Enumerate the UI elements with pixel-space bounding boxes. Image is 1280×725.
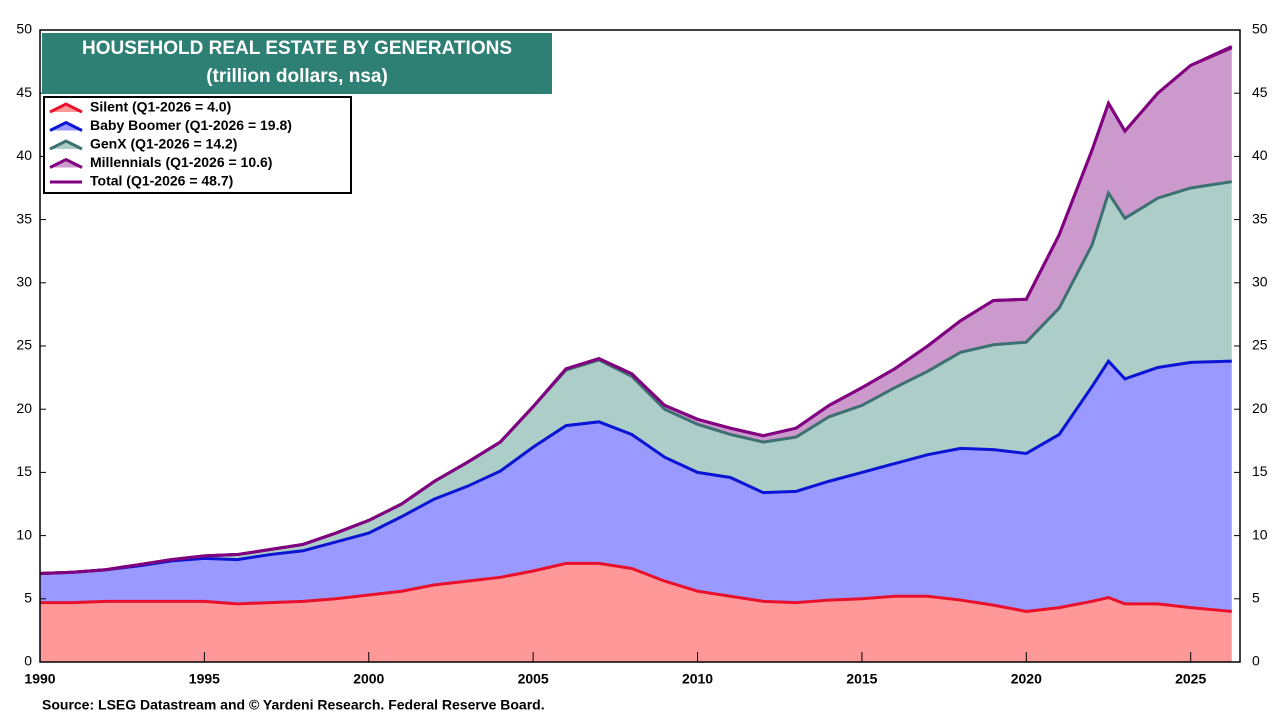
legend-label: Total (Q1-2026 = 48.7) (90, 173, 233, 189)
source-note: Source: LSEG Datastream and © Yardeni Re… (42, 697, 545, 713)
chart-subtitle: (trillion dollars, nsa) (206, 66, 388, 87)
y2-tick-label: 0 (1252, 653, 1260, 669)
y2-tick-label: 15 (1252, 463, 1268, 479)
chart-title: HOUSEHOLD REAL ESTATE BY GENERATIONS (82, 38, 512, 59)
legend-label: Millennials (Q1-2026 = 10.6) (90, 154, 272, 170)
y2-tick-label: 50 (1252, 21, 1268, 37)
x-tick-label: 1990 (24, 671, 55, 687)
y-tick-label: 35 (16, 210, 32, 226)
legend-label: GenX (Q1-2026 = 14.2) (90, 136, 237, 152)
total-line (39, 45, 1233, 576)
y-tick-label: 40 (16, 147, 32, 163)
y-tick-label: 0 (24, 653, 32, 669)
y2-tick-label: 10 (1252, 526, 1268, 542)
title-box (42, 33, 552, 94)
legend-label: Silent (Q1-2026 = 4.0) (90, 99, 231, 115)
legend-icon (49, 102, 83, 114)
series-line (40, 561, 1232, 613)
y-tick-label: 45 (16, 84, 32, 100)
legend-box (43, 96, 352, 194)
x-tick-label: 1995 (189, 671, 220, 687)
x-tick-label: 2015 (846, 671, 877, 687)
y2-tick-label: 25 (1252, 337, 1268, 353)
y-tick-label: 50 (16, 21, 32, 37)
x-tick-label: 2020 (1011, 671, 1042, 687)
y2-tick-label: 5 (1252, 590, 1260, 606)
area (40, 563, 1232, 662)
x-tick-label: 2025 (1175, 671, 1206, 687)
y-tick-label: 10 (16, 526, 32, 542)
legend-icon (49, 139, 83, 151)
y2-tick-label: 30 (1252, 274, 1268, 290)
area (40, 47, 1232, 574)
area (40, 361, 1232, 612)
y2-tick-label: 45 (1252, 84, 1268, 100)
legend-label: Baby Boomer (Q1-2026 = 19.8) (90, 117, 292, 133)
y2-tick-label: 20 (1252, 400, 1268, 416)
series-line (39, 358, 1232, 576)
x-tick-label: 2005 (518, 671, 549, 687)
y2-tick-label: 40 (1252, 147, 1268, 163)
y-tick-label: 25 (16, 337, 32, 353)
legend-icon (49, 157, 83, 169)
y-tick-label: 30 (16, 274, 32, 290)
x-tick-label: 2000 (353, 671, 384, 687)
x-tick-label: 2010 (682, 671, 713, 687)
y-tick-label: 15 (16, 463, 32, 479)
legend-icon (49, 120, 83, 132)
y2-tick-label: 35 (1252, 210, 1268, 226)
y-tick-label: 20 (16, 400, 32, 416)
y-tick-label: 5 (24, 590, 32, 606)
area (40, 181, 1232, 574)
